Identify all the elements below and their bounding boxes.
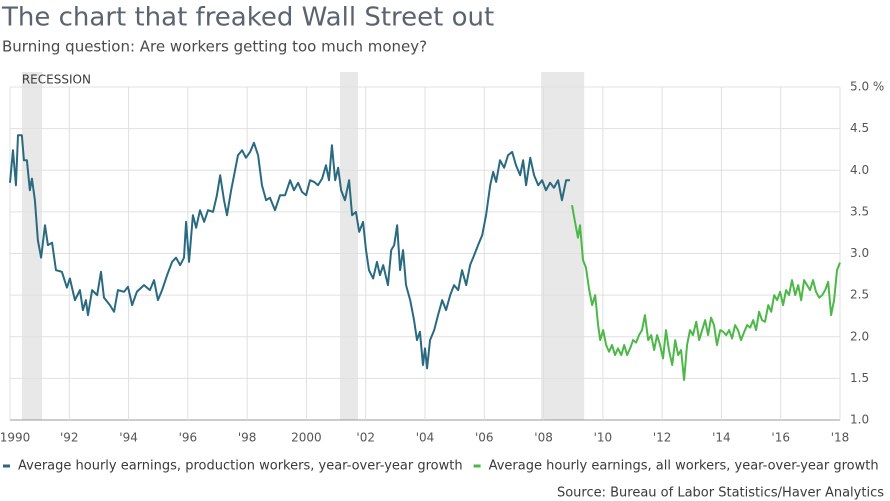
x-tick-label: '18 (831, 431, 850, 445)
x-tick-label: '08 (534, 431, 553, 445)
x-tick-label: '04 (416, 431, 435, 445)
legend-label: Average hourly earnings, production work… (18, 459, 463, 474)
chart-subtitle: Burning question: Are workers getting to… (2, 38, 427, 56)
y-tick-label: 5.0 % (850, 80, 884, 94)
y-tick-label: 1.0 (850, 413, 869, 427)
x-tick-label: 2000 (291, 431, 322, 445)
y-tick-label: 2.5 (850, 288, 869, 302)
data-line (9, 134, 570, 370)
x-tick-label: '02 (356, 431, 375, 445)
recession-band (339, 72, 359, 420)
x-tick-label: '16 (771, 431, 790, 445)
y-tick-label: 1.5 (850, 371, 869, 385)
x-tick-label: '10 (594, 431, 613, 445)
y-tick-label: 3.5 (850, 204, 869, 218)
y-tick-label: 2.0 (850, 329, 869, 343)
x-tick-label: '94 (119, 431, 138, 445)
x-tick-label: '12 (653, 431, 672, 445)
recession-label: RECESSION (22, 73, 91, 87)
x-tick-label: '14 (712, 431, 731, 445)
chart-title: The chart that freaked Wall Street out (1, 3, 494, 33)
recession-band (541, 72, 585, 420)
x-tick-label: '92 (60, 431, 79, 445)
legend-label: Average hourly earnings, all workers, ye… (489, 459, 879, 474)
recession-band (21, 72, 43, 420)
x-tick-label: '96 (179, 431, 198, 445)
x-tick-label: '98 (238, 431, 257, 445)
source-note: Source: Bureau of Labor Statistics/Haver… (557, 486, 884, 501)
y-tick-label: 4.5 (850, 121, 869, 135)
y-tick-label: 3.0 (850, 246, 869, 260)
y-tick-label: 4.0 (850, 163, 869, 177)
x-tick-label: '06 (475, 431, 494, 445)
x-tick-label: 1990 (0, 431, 30, 445)
data-line (571, 205, 841, 382)
